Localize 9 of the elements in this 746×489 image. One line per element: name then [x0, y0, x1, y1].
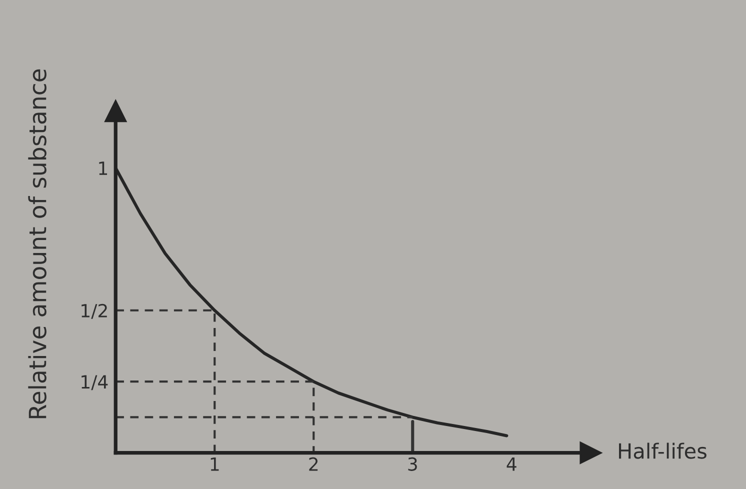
x-tick-label: 2	[309, 457, 318, 471]
y-tick-label: 1/4	[82, 375, 108, 390]
x-tick-label: 1	[210, 458, 219, 471]
y-tick-label: 1	[99, 162, 108, 175]
x-tick-label: 3	[408, 457, 417, 471]
x-axis-title: Half-lifes	[619, 442, 706, 459]
y-axis-title: Relative amount of substance	[28, 69, 46, 418]
y-tick-label: 1/2	[82, 304, 107, 319]
x-tick-label: 4	[506, 458, 516, 471]
